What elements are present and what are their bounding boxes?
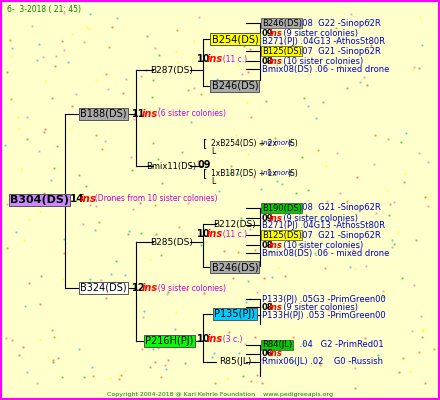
Text: R84(JL): R84(JL) [262,340,292,349]
Text: (3 c.): (3 c.) [218,335,242,344]
Text: P133(PJ) .05G3 -PrimGreen00: P133(PJ) .05G3 -PrimGreen00 [262,295,385,304]
Text: 06: 06 [262,350,273,358]
Text: (9 sister colonies): (9 sister colonies) [278,29,358,38]
Text: 12: 12 [132,283,146,293]
Text: (10 sister colonies): (10 sister colonies) [278,57,363,66]
Text: (10 sister colonies): (10 sister colonies) [278,241,363,250]
Text: 6-  3-2018 ( 21: 45): 6- 3-2018 ( 21: 45) [7,5,81,14]
Text: ins: ins [268,303,282,312]
Text: [: [ [203,138,208,148]
Text: L: L [211,177,216,186]
Text: no more: no more [263,170,292,176]
Text: 09: 09 [262,29,273,38]
Text: ins: ins [268,57,282,66]
Text: P135(PJ): P135(PJ) [214,309,256,319]
Text: ins: ins [268,29,282,38]
Text: ins: ins [207,229,223,239]
Text: 09: 09 [262,214,273,222]
Text: Bmix08(DS) .06 - mixed drone: Bmix08(DS) .06 - mixed drone [262,249,389,258]
Text: 11: 11 [132,109,146,119]
Text: R85(JL): R85(JL) [219,358,251,366]
Text: ins: ins [207,54,223,64]
Text: no more: no more [263,140,292,146]
Text: Bmix08(DS) .06 - mixed drone: Bmix08(DS) .06 - mixed drone [262,65,389,74]
Text: 10: 10 [197,229,211,239]
Text: .08  G21 -Sinop62R: .08 G21 -Sinop62R [297,204,381,212]
Text: B304(DS): B304(DS) [10,195,69,205]
Text: B188(DS): B188(DS) [80,109,127,119]
Text: B271(PJ) .04G13 -AthosSt80R: B271(PJ) .04G13 -AthosSt80R [262,37,385,46]
Text: B324(DS): B324(DS) [80,283,127,293]
Text: (9 sister colonies): (9 sister colonies) [278,214,358,222]
Text: B287(DS): B287(DS) [150,66,193,74]
Text: (6 sister colonies): (6 sister colonies) [153,110,226,118]
Text: P133H(PJ) .053 -PrimGreen00: P133H(PJ) .053 -PrimGreen00 [262,311,385,320]
Text: ins: ins [142,109,158,119]
Text: ins: ins [207,334,223,344]
Text: (11 c.): (11 c.) [218,55,247,64]
Text: B246(DS): B246(DS) [212,262,258,272]
Text: (11 c.): (11 c.) [218,230,247,238]
Text: .04   G2 -PrimRed01: .04 G2 -PrimRed01 [297,340,384,349]
Text: .07  G21 -Sinop62R: .07 G21 -Sinop62R [297,231,381,240]
Text: Copyright 2004-2018 @ Karl Kehrle Foundation    www.pedigreeapis.org: Copyright 2004-2018 @ Karl Kehrle Founda… [107,392,333,397]
Text: Rmix06(JL) .02    G0 -Russish: Rmix06(JL) .02 G0 -Russish [262,358,383,366]
Text: 08: 08 [262,57,273,66]
Text: (9 sister colonies): (9 sister colonies) [153,284,226,292]
Text: 10: 10 [197,54,211,64]
Text: L: L [211,147,216,156]
Text: 10: 10 [197,334,211,344]
Text: B285(DS): B285(DS) [150,238,193,246]
Text: 09: 09 [197,160,211,170]
Text: B212(DS): B212(DS) [213,220,257,228]
Text: B125(DS): B125(DS) [262,231,302,240]
Text: .07  G21 -Sinop62R: .07 G21 -Sinop62R [297,47,381,56]
Text: B254(DS): B254(DS) [212,34,258,44]
Text: (Drones from 10 sister colonies): (Drones from 10 sister colonies) [90,194,218,203]
Text: ins: ins [268,350,282,358]
Text: B190(DS): B190(DS) [262,204,302,212]
Text: 08: 08 [262,241,273,250]
Text: B246(DS): B246(DS) [212,81,258,91]
Text: B271(PJ) .04G13 -AthosSt80R: B271(PJ) .04G13 -AthosSt80R [262,221,385,230]
Text: ins: ins [268,241,282,250]
Text: [: [ [203,168,208,178]
Text: ins: ins [142,283,158,293]
Text: 1xB187(DS) + 1x: 1xB187(DS) + 1x [211,169,277,178]
Text: (9 sister colonies): (9 sister colonies) [278,303,358,312]
Text: 2xB254(DS) + 2x: 2xB254(DS) + 2x [211,139,277,148]
Text: )S): )S) [287,169,297,178]
Text: B246(DS): B246(DS) [262,19,302,28]
Text: B125(DS): B125(DS) [262,47,302,56]
Text: )S): )S) [287,139,297,148]
Text: .08  G22 -Sinop62R: .08 G22 -Sinop62R [297,19,381,28]
Text: ins: ins [79,194,96,204]
Text: P216H(PJ): P216H(PJ) [145,336,194,346]
Text: ins: ins [268,214,282,222]
Text: Bmix11(DS): Bmix11(DS) [147,162,197,170]
Text: 14: 14 [70,194,84,204]
Text: 08: 08 [262,303,273,312]
